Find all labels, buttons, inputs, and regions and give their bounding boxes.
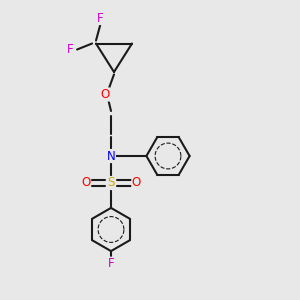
Text: F: F [67,43,74,56]
Text: O: O [132,176,141,190]
Text: O: O [81,176,90,190]
Text: F: F [97,11,104,25]
Text: S: S [107,176,115,190]
Text: O: O [100,88,109,101]
Text: F: F [108,257,114,270]
Text: N: N [106,149,116,163]
